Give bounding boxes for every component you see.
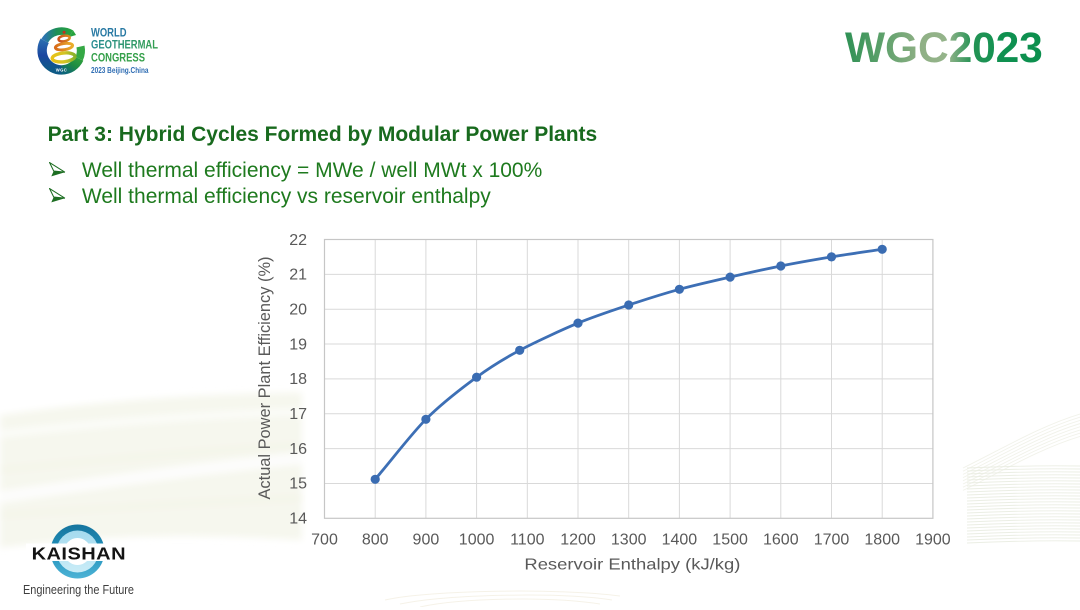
svg-text:1600: 1600 [763, 531, 799, 548]
svg-text:20: 20 [289, 302, 307, 319]
svg-text:1500: 1500 [712, 531, 748, 548]
svg-text:1300: 1300 [611, 531, 647, 548]
svg-text:CONGRESS: CONGRESS [91, 51, 145, 65]
svg-text:Reservoir Enthalpy (kJ/kg): Reservoir Enthalpy (kJ/kg) [524, 557, 740, 574]
svg-text:1400: 1400 [662, 531, 698, 548]
svg-text:1200: 1200 [560, 531, 596, 548]
svg-text:18: 18 [289, 371, 307, 388]
svg-text:1800: 1800 [864, 531, 900, 548]
svg-text:15: 15 [289, 476, 307, 493]
svg-text:Actual Power Plant Efficiency: Actual Power Plant Efficiency (%) [255, 257, 274, 500]
svg-text:900: 900 [413, 531, 440, 548]
svg-text:GEOTHERMAL: GEOTHERMAL [91, 38, 158, 52]
svg-text:1000: 1000 [459, 531, 495, 548]
svg-text:2023 Beijing.China: 2023 Beijing.China [91, 65, 149, 75]
svg-text:17: 17 [289, 406, 307, 423]
svg-text:WORLD: WORLD [91, 26, 127, 40]
svg-text:Engineering the Future: Engineering the Future [23, 583, 134, 597]
svg-text:1700: 1700 [814, 531, 850, 548]
svg-text:19: 19 [289, 336, 307, 353]
svg-text:14: 14 [289, 511, 307, 528]
svg-text:KAISHAN: KAISHAN [32, 543, 126, 563]
svg-text:700: 700 [311, 531, 338, 548]
svg-text:800: 800 [362, 531, 389, 548]
svg-text:1900: 1900 [915, 531, 951, 548]
svg-text:21: 21 [289, 267, 307, 284]
svg-text:WGC: WGC [56, 67, 67, 72]
svg-text:16: 16 [289, 441, 307, 458]
svg-text:1100: 1100 [510, 531, 545, 548]
svg-text:22: 22 [289, 232, 307, 249]
